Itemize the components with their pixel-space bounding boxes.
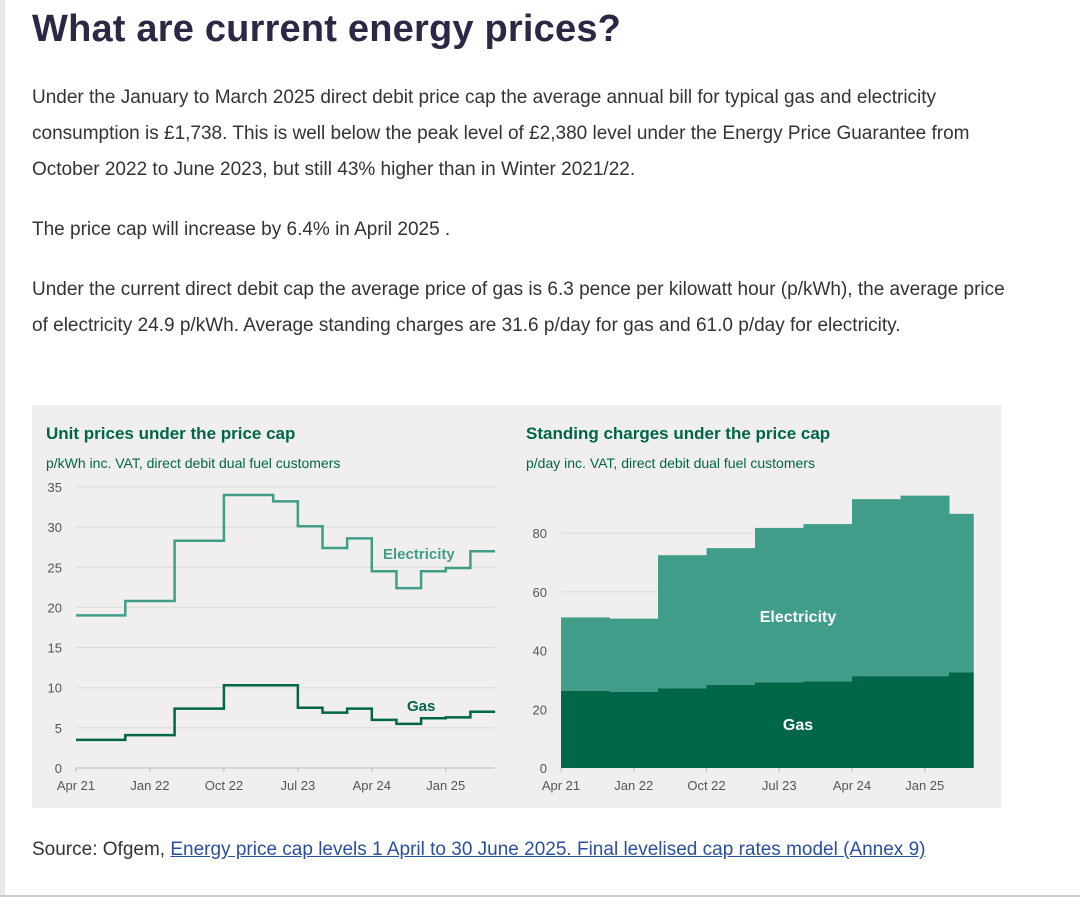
- area-segment-gas: [900, 676, 950, 768]
- paragraph-bill: Under the January to March 2025 direct d…: [32, 87, 970, 180]
- series-label-gas: Gas: [407, 698, 435, 715]
- chart-title-standing-charges: Standing charges under the price cap: [526, 424, 830, 443]
- y-tick-label: 25: [48, 560, 62, 575]
- area-segment-electricity: [852, 499, 901, 677]
- area-segment-electricity: [658, 555, 707, 689]
- y-tick-label: 40: [533, 644, 547, 659]
- x-tick-label: Jan 25: [905, 778, 944, 793]
- area-segment-electricity: [900, 495, 950, 677]
- y-tick-label: 0: [55, 761, 62, 776]
- divider: [0, 895, 1080, 897]
- series-line-electricity: [76, 493, 496, 617]
- source-link[interactable]: Energy price cap levels 1 April to 30 Ju…: [170, 839, 926, 860]
- x-tick-label: Oct 22: [205, 778, 243, 793]
- x-tick-label: Jan 22: [130, 778, 169, 793]
- y-tick-label: 10: [48, 681, 62, 696]
- x-tick-label: Apr 24: [353, 778, 391, 793]
- left-border: [0, 0, 5, 897]
- x-tick-label: Apr 21: [542, 778, 580, 793]
- y-tick-label: 0: [540, 761, 547, 776]
- y-tick-label: 30: [48, 520, 62, 535]
- area-segment-electricity: [706, 548, 756, 685]
- x-tick-label: Oct 22: [687, 778, 725, 793]
- x-tick-label: Apr 21: [57, 778, 95, 793]
- y-tick-label: 60: [533, 585, 547, 600]
- area-segment-electricity: [949, 513, 974, 673]
- x-tick-label: Jan 22: [614, 778, 653, 793]
- y-tick-label: 80: [533, 526, 547, 541]
- series-label-electricity: Electricity: [383, 546, 455, 563]
- area-segment-gas: [609, 691, 659, 768]
- x-tick-label: Jul 23: [280, 778, 315, 793]
- area-segment-electricity: [609, 618, 659, 692]
- paragraph-increase: The price cap will increase by 6.4% in A…: [32, 219, 451, 240]
- area-segment-electricity: [561, 617, 610, 691]
- series-line-gas: [76, 684, 496, 742]
- chart-panel: Unit prices under the price cap p/kWh inc…: [32, 405, 1001, 808]
- chart-title-unit-prices: Unit prices under the price cap: [46, 424, 295, 443]
- x-tick-label: Jan 25: [426, 778, 465, 793]
- area-segment-gas: [658, 688, 707, 768]
- y-tick-label: 20: [533, 702, 547, 717]
- x-tick-label: Jul 23: [762, 778, 797, 793]
- x-tick-label: Apr 24: [833, 778, 871, 793]
- y-tick-label: 5: [55, 721, 62, 736]
- area-segment-electricity: [755, 527, 804, 683]
- series-label-electricity: Electricity: [760, 609, 837, 626]
- charts-svg: Unit prices under the price cap p/kWh inc…: [46, 424, 974, 793]
- area-segment-gas: [852, 676, 901, 768]
- area-segment-electricity: [803, 524, 853, 682]
- paragraph-unit-prices: Under the current direct debit cap the a…: [32, 279, 1005, 336]
- area-segment-gas: [755, 682, 804, 768]
- chart-subtitle-unit-prices: p/kWh inc. VAT, direct debit dual fuel c…: [46, 455, 340, 471]
- source-note: Source: Ofgem, Energy price cap levels 1…: [32, 832, 992, 868]
- source-prefix: Source: Ofgem,: [32, 839, 171, 860]
- chart-subtitle-standing-charges: p/day inc. VAT, direct debit dual fuel c…: [526, 455, 815, 471]
- y-tick-label: 15: [48, 641, 62, 656]
- series-label-gas: Gas: [783, 717, 813, 734]
- page-title: What are current energy prices?: [32, 8, 622, 50]
- area-segment-gas: [803, 681, 853, 768]
- area-segment-gas: [949, 672, 974, 768]
- y-tick-label: 35: [48, 480, 62, 495]
- area-segment-gas: [561, 690, 610, 768]
- y-tick-label: 20: [48, 600, 62, 615]
- area-segment-gas: [706, 684, 756, 768]
